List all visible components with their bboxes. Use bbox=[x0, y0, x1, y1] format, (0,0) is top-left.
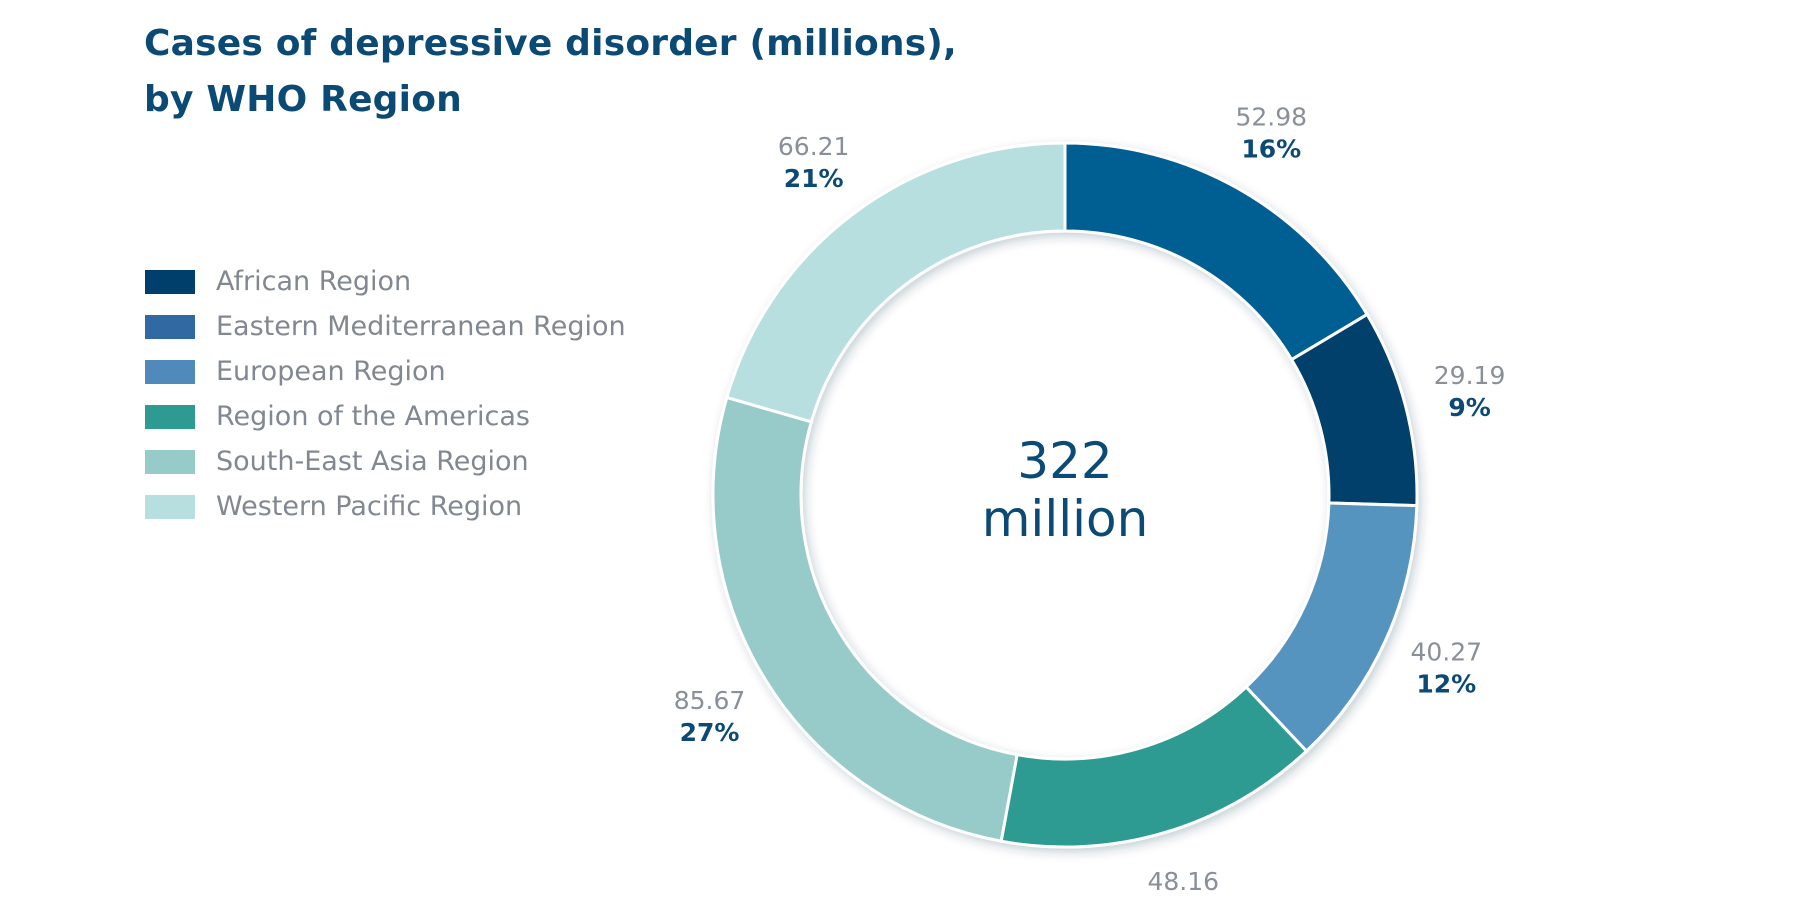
slice-region-of-the-americas bbox=[999, 684, 1309, 849]
data-label-percent-african-region: 9% bbox=[1448, 393, 1490, 422]
legend-label: Eastern Mediterranean Region bbox=[216, 311, 626, 342]
data-label-value-european-region: 40.27 bbox=[1410, 637, 1482, 666]
legend-swatch bbox=[145, 360, 195, 384]
data-label-value-region-of-the-americas: 48.16 bbox=[1147, 867, 1219, 896]
data-label-percent-region-of-the-americas: 15% bbox=[1153, 899, 1213, 900]
data-label-percent-south-east-asia-region: 27% bbox=[680, 718, 740, 747]
center-total-number: 322 bbox=[1017, 432, 1112, 490]
legend-label: African Region bbox=[216, 266, 412, 297]
legend-swatch bbox=[145, 315, 195, 339]
data-label-value-south-east-asia-region: 85.67 bbox=[674, 686, 746, 715]
legend-label: Region of the Americas bbox=[216, 401, 530, 432]
center-total-unit: million bbox=[982, 490, 1149, 548]
legend-swatch bbox=[145, 270, 195, 294]
legend-label: South-East Asia Region bbox=[216, 446, 529, 477]
legend-label: Western Pacific Region bbox=[216, 491, 523, 522]
legend-swatch bbox=[145, 495, 195, 519]
chart-title-line-1: Cases of depressive disorder (millions), bbox=[144, 23, 957, 64]
legend-swatch bbox=[145, 450, 195, 474]
chart-title: Cases of depressive disorder (millions),… bbox=[144, 16, 957, 128]
legend-label: European Region bbox=[216, 356, 446, 387]
data-label-value-eastern-mediterranean-region: 52.98 bbox=[1236, 102, 1308, 131]
data-label-value-western-pacific-region: 66.21 bbox=[778, 132, 850, 161]
slice-western-pacific-region bbox=[724, 141, 1067, 424]
slice-south-east-asia-region bbox=[711, 395, 1019, 843]
data-label-percent-western-pacific-region: 21% bbox=[784, 164, 844, 193]
data-label-value-african-region: 29.19 bbox=[1434, 361, 1506, 390]
slice-labels: 52.98 16% 29.19 9% 40.27 12% 48.16 15% 85.67 27% 6… bbox=[674, 102, 1506, 900]
donut-slices bbox=[711, 141, 1419, 849]
slice-eastern-mediterranean-region bbox=[1063, 141, 1370, 362]
legend-swatch bbox=[145, 405, 195, 429]
chart-title-line-2: by WHO Region bbox=[144, 79, 462, 120]
data-label-percent-eastern-mediterranean-region: 16% bbox=[1241, 134, 1301, 163]
data-label-percent-european-region: 12% bbox=[1416, 669, 1476, 698]
